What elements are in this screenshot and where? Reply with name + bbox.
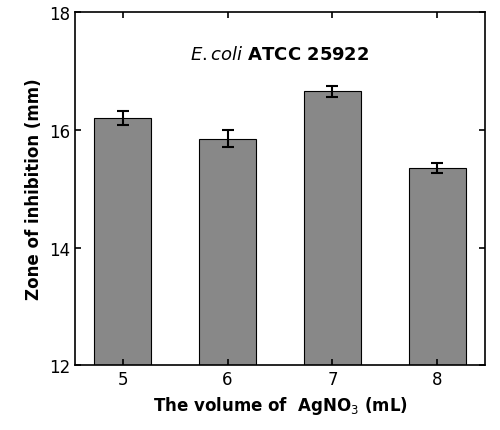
Bar bbox=[198, 139, 256, 430]
X-axis label: The volume of  AgNO$_3$ (mL): The volume of AgNO$_3$ (mL) bbox=[152, 394, 408, 416]
Text: $\it{E. coli}$ ATCC 25922: $\it{E. coli}$ ATCC 25922 bbox=[190, 46, 370, 64]
Bar bbox=[304, 92, 362, 430]
Bar bbox=[408, 169, 467, 430]
Y-axis label: Zone of inhibition (mm): Zone of inhibition (mm) bbox=[26, 79, 44, 300]
Bar bbox=[94, 119, 152, 430]
